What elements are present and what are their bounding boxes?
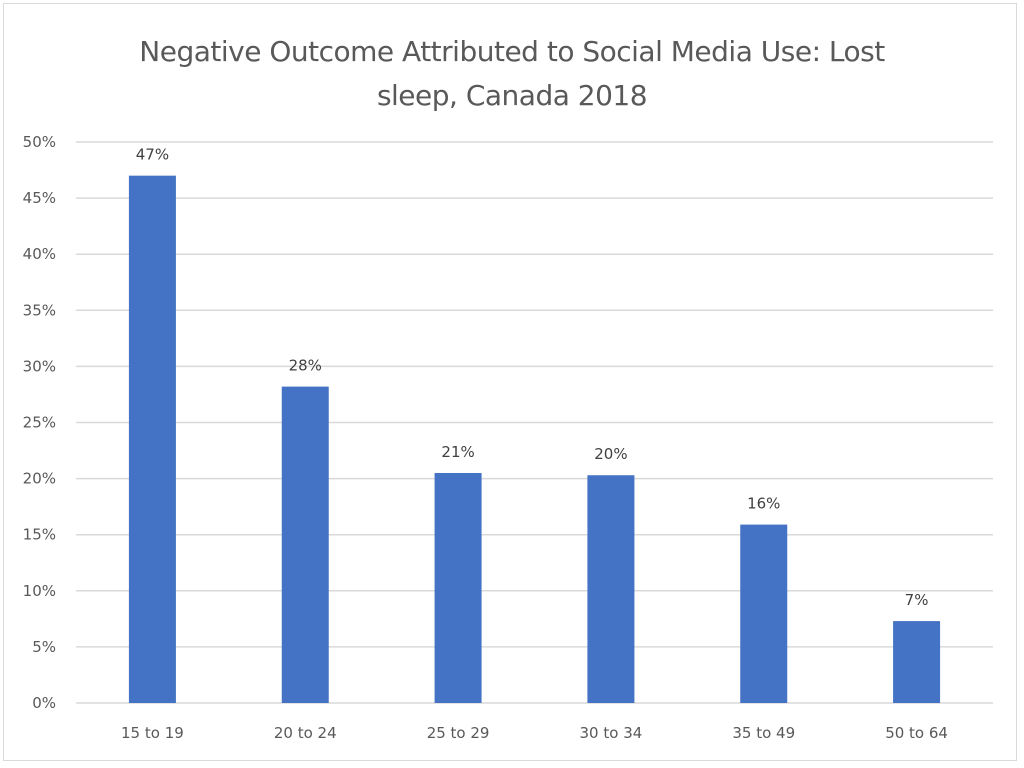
data-label: 28% (289, 357, 322, 375)
y-tick-label: 25% (23, 414, 56, 432)
data-label: 16% (747, 495, 780, 513)
chart-frame (3, 3, 1017, 761)
x-tick-label: 30 to 34 (580, 724, 643, 742)
bar (587, 475, 635, 703)
chart-title-line-2: sleep, Canada 2018 (376, 79, 648, 112)
y-tick-label: 5% (32, 638, 56, 656)
x-tick-label: 15 to 19 (121, 724, 184, 742)
x-tick-label: 25 to 29 (427, 724, 490, 742)
bar (128, 175, 176, 703)
data-label: 47% (136, 146, 169, 164)
data-labels: 47% 28% 21% 20% 16% 7% (136, 146, 929, 609)
x-tick-label: 20 to 24 (274, 724, 337, 742)
x-axis-ticks: 15 to 19 20 to 24 25 to 29 30 to 34 35 to 49… (121, 724, 948, 742)
data-label: 21% (441, 443, 474, 461)
y-tick-label: 15% (23, 526, 56, 544)
y-tick-label: 10% (23, 582, 56, 600)
y-tick-label: 0% (32, 694, 56, 712)
chart-title-line-1: Negative Outcome Attributed to Social Me… (139, 35, 885, 68)
bar (281, 386, 329, 703)
x-tick-label: 50 to 64 (885, 724, 948, 742)
x-tick-label: 35 to 49 (732, 724, 795, 742)
chart-title: Negative Outcome Attributed to Social Me… (0, 30, 1024, 118)
data-label: 20% (594, 445, 627, 463)
bar (434, 472, 482, 703)
y-tick-label: 30% (23, 357, 56, 375)
gridlines (76, 141, 993, 704)
y-tick-label: 35% (23, 301, 56, 319)
y-tick-label: 20% (23, 470, 56, 488)
bar (740, 524, 788, 703)
y-axis-ticks: 0% 5% 10% 15% 20% 25% 30% 35% 40% 45% 50% (23, 133, 56, 712)
y-tick-label: 45% (23, 189, 56, 207)
data-label: 7% (905, 591, 929, 609)
bar (893, 621, 941, 703)
y-tick-label: 40% (23, 245, 56, 263)
y-tick-label: 50% (23, 133, 56, 151)
bars (128, 175, 941, 703)
